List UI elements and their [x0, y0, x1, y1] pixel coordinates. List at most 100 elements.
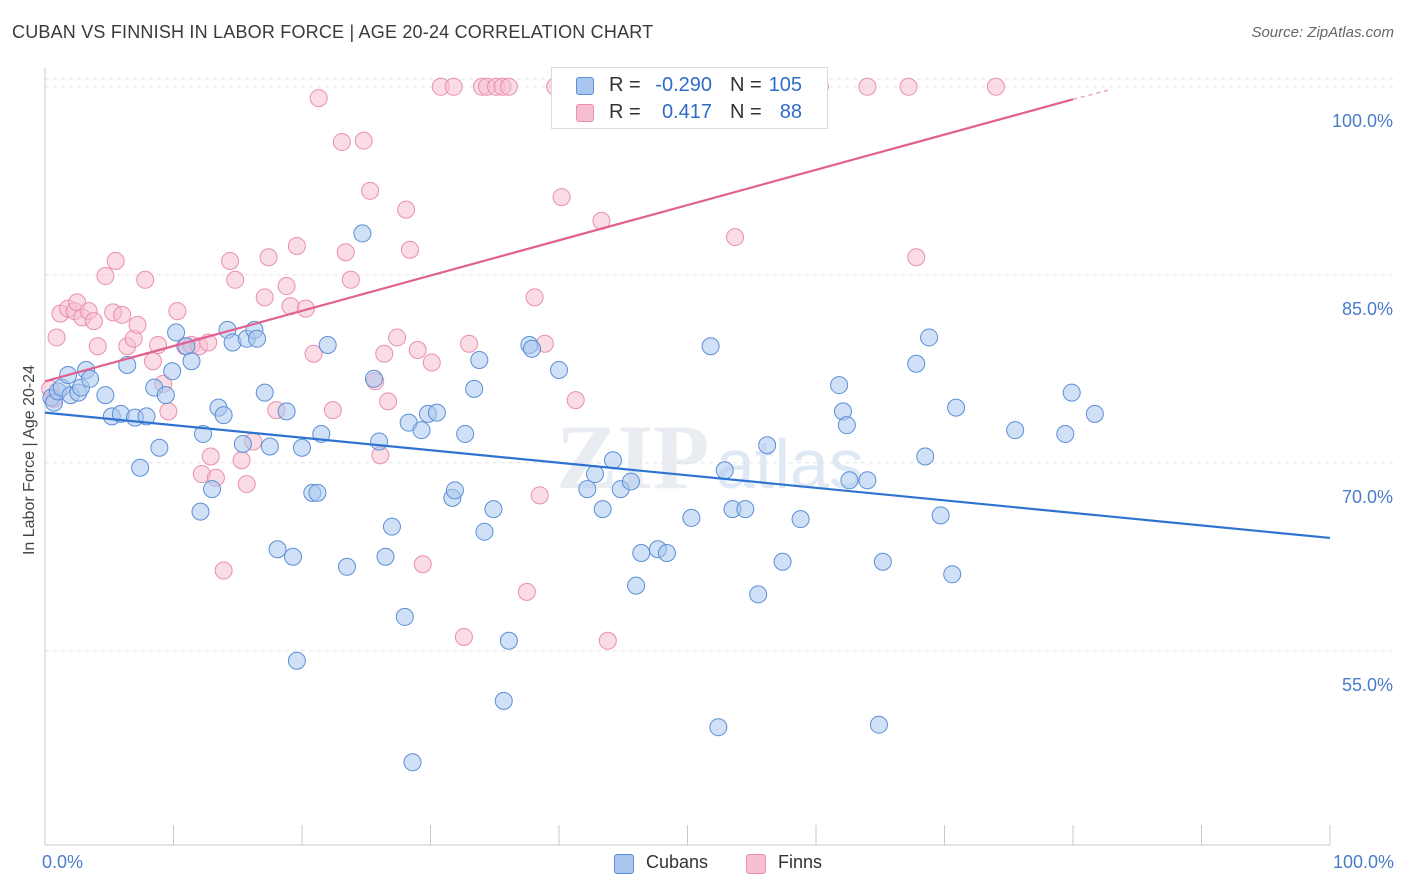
finns-point [287, 236, 306, 255]
trend-lines [44, 88, 1331, 540]
series-legend: Cubans Finns [0, 852, 1406, 878]
cubans-point [1056, 424, 1075, 443]
legend-n-label: N = [730, 101, 762, 123]
finns-point [128, 315, 147, 334]
cubans-point [1006, 421, 1025, 440]
cubans-point [293, 438, 311, 457]
cubans-point [830, 376, 849, 395]
cubans-point [248, 329, 267, 348]
finns-point [899, 77, 918, 96]
finns-point [309, 89, 328, 108]
cubans-point [550, 361, 568, 380]
cubans-point [353, 224, 372, 243]
cubans-point [907, 354, 926, 373]
finns-point [354, 131, 373, 150]
cubans-point [255, 383, 274, 402]
cubans-point [632, 543, 651, 562]
legend-r-value: 0.417 [661, 101, 712, 123]
finns-point [566, 391, 585, 410]
cubans-trend-line [44, 411, 1331, 540]
finns-point [397, 200, 416, 219]
finns-point [88, 337, 107, 356]
finns-point [168, 302, 187, 321]
cubans-point [277, 402, 296, 421]
cubans-point [96, 386, 115, 405]
cubans-point [701, 337, 720, 356]
axes [44, 68, 1331, 846]
finns-point [237, 475, 256, 494]
finns-point [552, 188, 571, 207]
finns-point [47, 328, 66, 347]
finns-point [336, 243, 355, 262]
cubans-point [465, 379, 484, 398]
source-credit: Source: ZipAtlas.com [1251, 24, 1394, 41]
finns-point [517, 582, 536, 601]
cubans-point [657, 543, 676, 562]
finns-point [277, 277, 296, 296]
finns-point [332, 132, 351, 151]
finns-point [726, 228, 745, 247]
cubans-points [42, 224, 1104, 772]
y-tick-label: 85.0% [1342, 299, 1393, 319]
finns-point [986, 77, 1005, 96]
x-axis-min-label: 0.0% [42, 852, 84, 872]
finns-point [499, 77, 518, 96]
finns-point [96, 267, 115, 286]
cubans-point [1085, 404, 1104, 423]
legend-n-value: 105 [768, 74, 802, 96]
finns-point [323, 401, 342, 420]
finns-point [444, 77, 463, 96]
legend-r-label: R = [609, 101, 641, 123]
legend-r-label: R = [609, 74, 641, 96]
y-tick-labels: 55.0% 70.0% 85.0% 100.0% [1332, 111, 1393, 695]
legend-r-value: -0.290 [655, 74, 712, 96]
cubans-point [840, 471, 859, 490]
cubans-point [484, 500, 503, 519]
cubans-point [837, 416, 856, 435]
cubans-point [499, 631, 518, 650]
cubans-point [627, 576, 646, 595]
zipatlas-watermark: ZIP atlas [556, 406, 864, 508]
legend-row-finns: R = 0.417 N = 88 [552, 99, 827, 129]
cubans-point [621, 472, 640, 491]
finns-point [143, 352, 162, 371]
cubans-point [682, 508, 701, 527]
cubans-point [382, 517, 401, 536]
cubans-point [284, 547, 303, 566]
legend-swatch-finns [576, 104, 594, 122]
cubans-point [412, 421, 431, 440]
cubans-point [858, 471, 877, 490]
cubans-point [182, 352, 201, 371]
cubans-point [364, 369, 383, 388]
cubans-point [916, 447, 935, 466]
legend-n-label: N = [730, 74, 762, 96]
cubans-point [260, 437, 279, 456]
cubans-point [268, 540, 287, 559]
cubans-point [475, 522, 494, 541]
legend-swatch-finns [746, 854, 766, 874]
cubans-point [370, 432, 389, 451]
finns-point [341, 270, 360, 289]
cubans-point [791, 510, 810, 529]
cubans-point [456, 424, 475, 443]
cubans-point [191, 502, 210, 521]
cubans-point [773, 552, 792, 571]
finns-point [361, 181, 380, 200]
finns-point [525, 288, 544, 307]
finns-point [400, 240, 419, 259]
finns-point [413, 555, 432, 574]
legend-label-cubans: Cubans [646, 852, 709, 872]
cubans-point [318, 335, 337, 354]
legend-label-finns: Finns [778, 852, 823, 872]
cubans-point [308, 483, 327, 502]
finns-point [106, 251, 125, 270]
legend-swatch-cubans [614, 854, 634, 874]
cubans-point [1062, 383, 1081, 402]
cubans-point [337, 557, 356, 576]
legend-row-cubans: R = -0.290 N = 105 [552, 72, 827, 102]
finns-trend-line [44, 98, 1074, 383]
cubans-point [715, 461, 734, 480]
cubans-point [758, 436, 777, 455]
cubans-point [470, 351, 489, 370]
